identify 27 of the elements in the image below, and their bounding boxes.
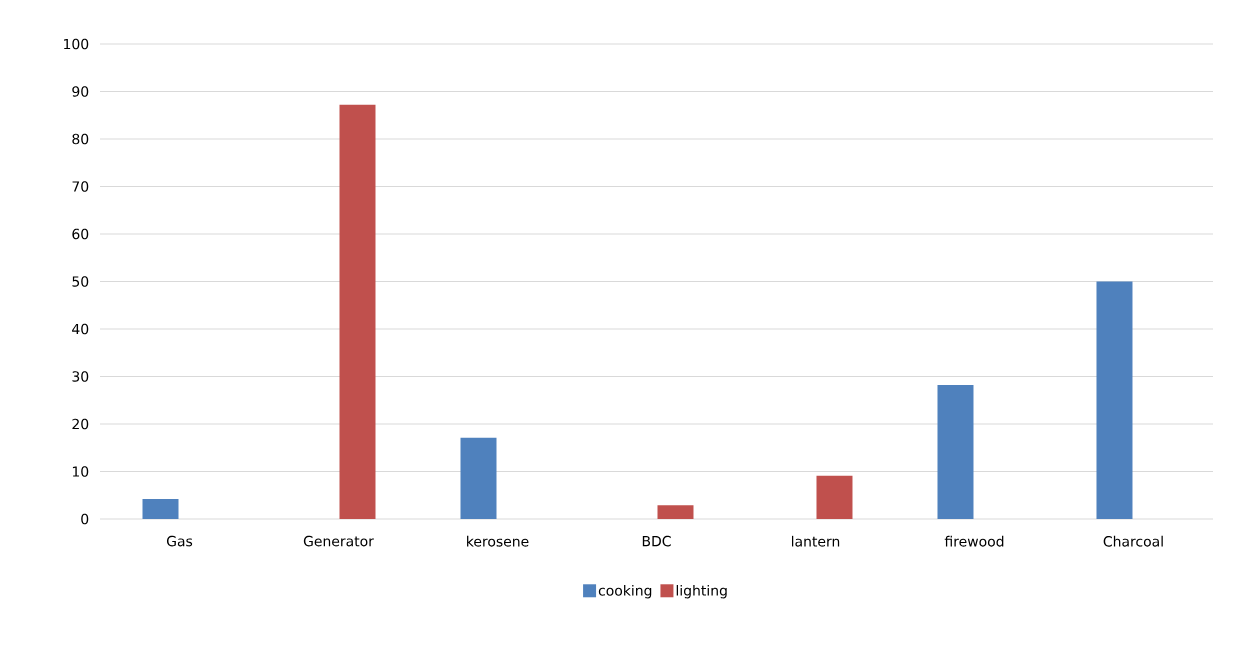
legend-label: lighting <box>676 584 727 599</box>
y-tick-label: 90 <box>72 86 89 97</box>
y-tick-label: 20 <box>72 418 89 430</box>
y-tick-label: 60 <box>72 228 89 240</box>
x-tick-label: Gas <box>166 535 193 547</box>
bar <box>816 475 853 519</box>
bar <box>937 385 974 519</box>
y-tick-label: 40 <box>72 323 89 335</box>
y-tick-label: 30 <box>72 371 89 382</box>
bar <box>657 505 694 519</box>
y-tick-label: 100 <box>64 38 89 50</box>
x-tick-label: firewood <box>944 535 1004 547</box>
x-tick-label: Charcoal <box>1103 535 1163 547</box>
bar <box>1096 281 1133 519</box>
legend-label: cooking <box>598 584 652 599</box>
y-tick-label: 0 <box>81 513 89 525</box>
bar <box>460 437 497 519</box>
y-tick-label: 10 <box>72 466 89 477</box>
x-tick-label: BDC <box>642 535 671 547</box>
x-tick-label: kerosene <box>467 535 529 547</box>
bar <box>339 104 376 519</box>
y-tick-label: 80 <box>72 133 89 145</box>
x-tick-label: Generator <box>303 535 374 547</box>
bar <box>142 499 179 519</box>
y-tick-label: 70 <box>72 181 89 192</box>
x-tick-label: lantern <box>791 535 840 547</box>
y-tick-label: 50 <box>72 276 89 287</box>
